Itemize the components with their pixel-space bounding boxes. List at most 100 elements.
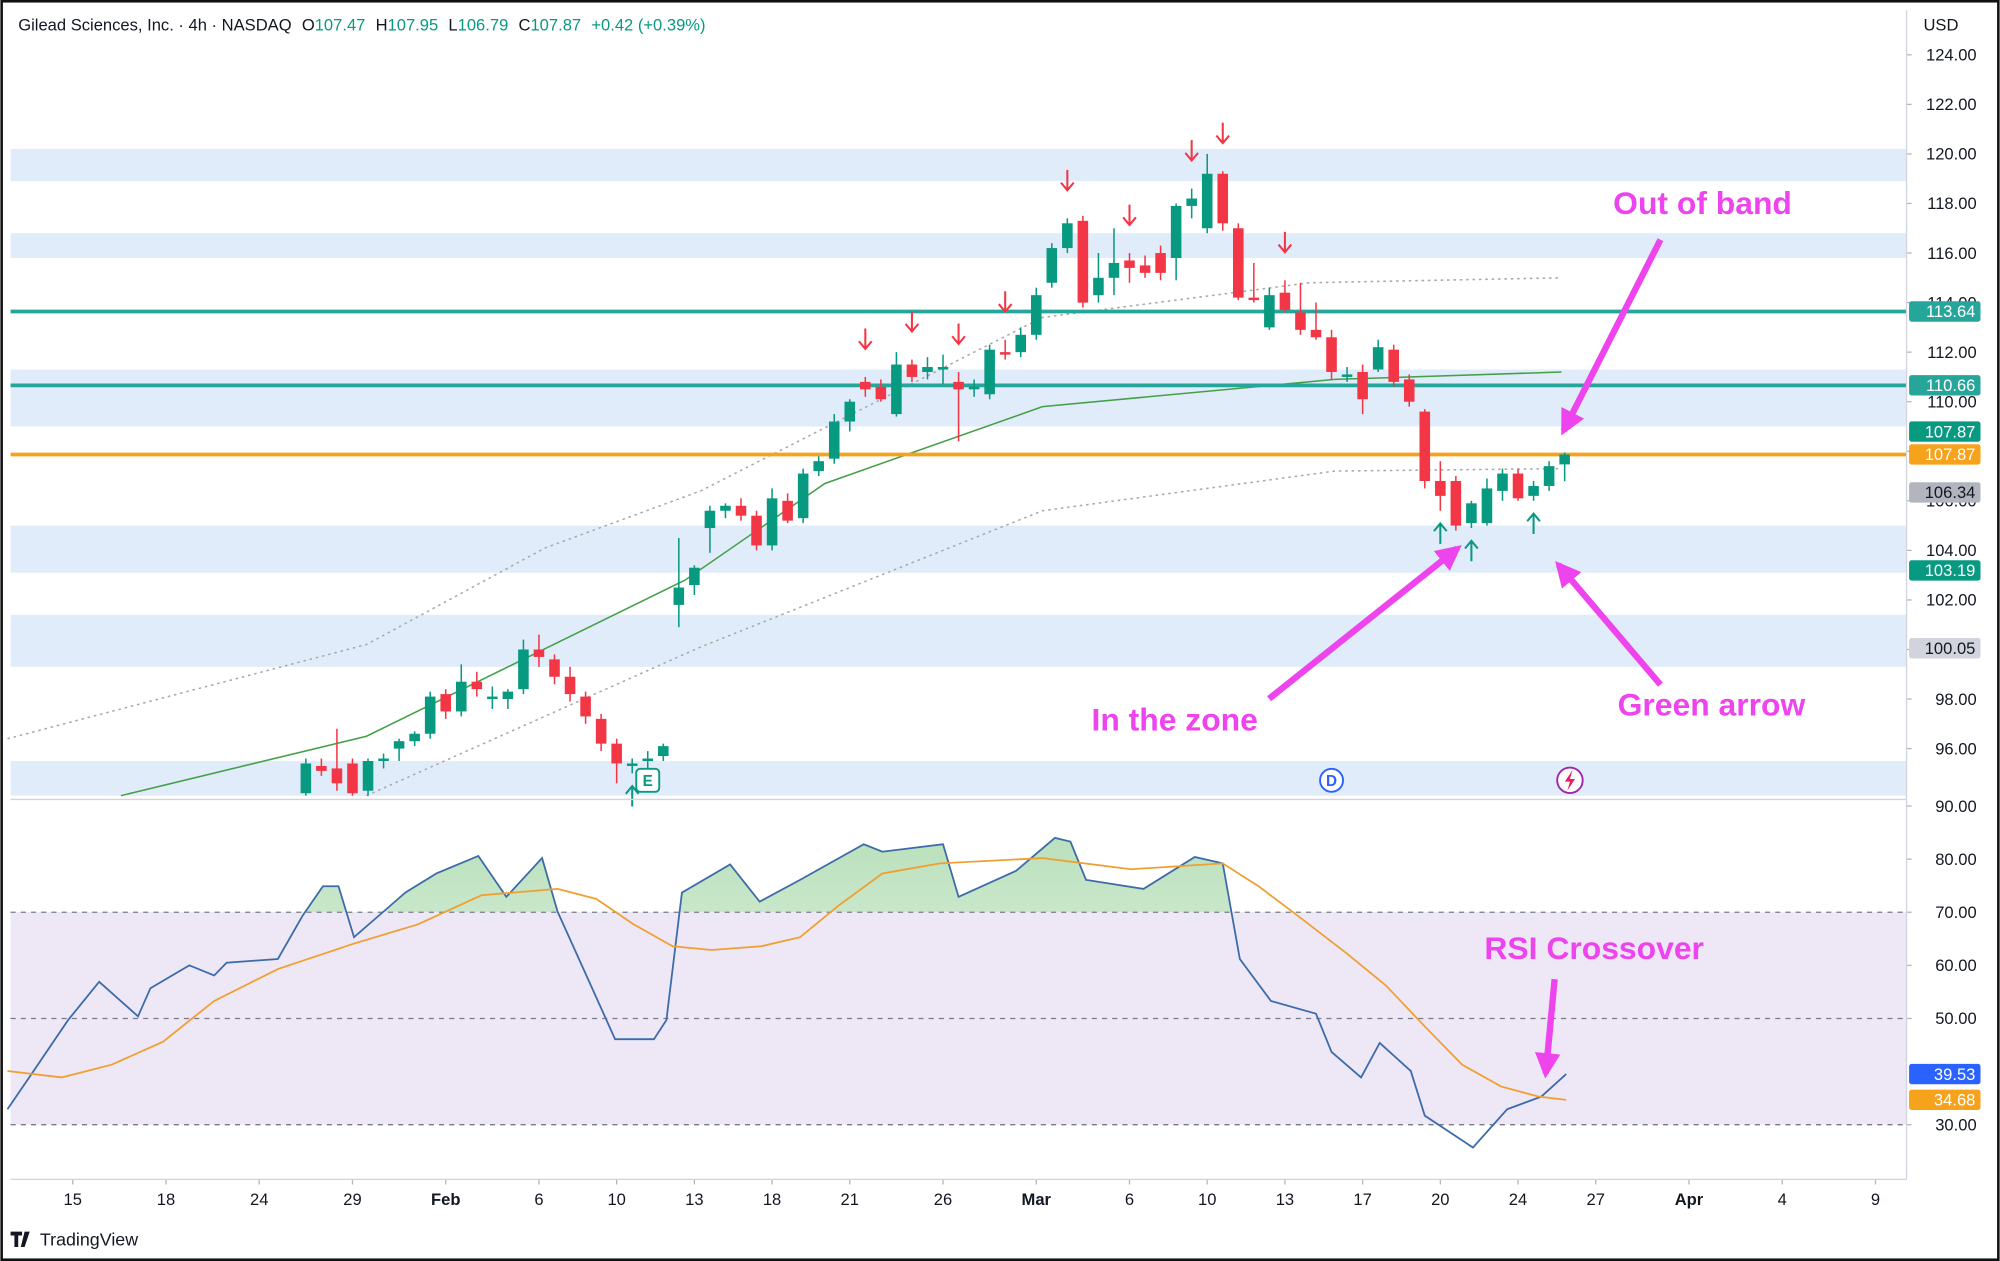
candle-body bbox=[720, 505, 731, 511]
rsi-band bbox=[10, 912, 1907, 1125]
band-line bbox=[7, 277, 1562, 740]
x-tick-label: 29 bbox=[343, 1190, 361, 1209]
y-tick-label: 122.00 bbox=[1926, 95, 1977, 114]
candle-body bbox=[937, 367, 949, 370]
candle-body bbox=[1201, 173, 1213, 229]
header: Gilead Sciences, Inc. · 4h · NASDAQ O107.… bbox=[18, 16, 705, 35]
x-tick-label: 18 bbox=[763, 1190, 781, 1209]
signal-down bbox=[1122, 204, 1137, 227]
o-value: 107.47 bbox=[315, 16, 366, 35]
price-tag: 113.64 bbox=[1926, 302, 1975, 321]
x-tick-label: 6 bbox=[534, 1190, 543, 1209]
l-label: L bbox=[448, 16, 457, 35]
y-tick-label: 96.00 bbox=[1935, 739, 1976, 758]
candle-body bbox=[673, 587, 685, 605]
event-label: D bbox=[1326, 773, 1337, 790]
y-tick-label: 118.00 bbox=[1927, 194, 1976, 213]
y-tick-label: 124.00 bbox=[1926, 46, 1977, 65]
candle-body bbox=[1481, 488, 1493, 524]
candle-body bbox=[1326, 337, 1337, 372]
candle-body bbox=[1419, 411, 1431, 481]
zone bbox=[10, 233, 1907, 258]
annotation: Green arrow bbox=[1618, 686, 1806, 722]
candle-body bbox=[906, 364, 918, 377]
signal-down bbox=[1060, 169, 1075, 192]
candle-body bbox=[1279, 292, 1291, 311]
candle-body bbox=[440, 694, 452, 712]
candle-body bbox=[533, 649, 545, 657]
candle-body bbox=[626, 763, 638, 766]
lightning bbox=[1564, 770, 1576, 791]
o-label: O bbox=[302, 16, 315, 35]
candle-body bbox=[362, 760, 374, 791]
signal-up bbox=[1526, 511, 1541, 534]
candle-body bbox=[331, 768, 343, 784]
candle-body bbox=[860, 381, 871, 390]
candle-body bbox=[735, 505, 747, 516]
candle-body bbox=[1372, 347, 1384, 370]
price-tag-bg bbox=[1909, 638, 1981, 659]
candle-body bbox=[1233, 228, 1244, 298]
candle-body bbox=[300, 763, 312, 794]
event-marker bbox=[1319, 767, 1344, 793]
candle-body bbox=[1341, 374, 1353, 377]
candle-body bbox=[1264, 295, 1275, 328]
x-tick-label: 20 bbox=[1431, 1190, 1449, 1209]
candle-body bbox=[828, 421, 840, 459]
candle-body bbox=[316, 765, 327, 771]
candle-body bbox=[891, 364, 902, 415]
logo: TradingView bbox=[10, 1230, 138, 1250]
candle-body bbox=[658, 746, 669, 757]
rsi-line bbox=[7, 857, 1567, 1101]
candle-body bbox=[766, 498, 778, 546]
candle-body bbox=[844, 401, 856, 422]
candle-body bbox=[1186, 198, 1197, 206]
candle-body bbox=[1248, 297, 1260, 301]
price-tag-bg bbox=[1909, 1063, 1981, 1085]
annotation: In the zone bbox=[1091, 702, 1257, 738]
candle-body bbox=[1015, 334, 1027, 353]
candle-body bbox=[347, 763, 358, 794]
price-tag-bg bbox=[1909, 444, 1981, 465]
y-tick-label: 102.00 bbox=[1926, 591, 1977, 610]
y-tick-label: 50.00 bbox=[1935, 1009, 1976, 1028]
zone bbox=[10, 614, 1907, 667]
brand: TradingView bbox=[40, 1230, 138, 1250]
candle-body bbox=[1543, 466, 1555, 486]
x-tick-label: 18 bbox=[157, 1190, 175, 1209]
candle-body bbox=[1077, 220, 1089, 303]
x-tick-label: 15 bbox=[64, 1190, 82, 1209]
y-tick-label: 98.00 bbox=[1935, 690, 1976, 709]
candle-body bbox=[642, 758, 654, 761]
candle-body bbox=[502, 691, 514, 700]
candle-body bbox=[1512, 473, 1524, 499]
candle-body bbox=[1108, 262, 1120, 278]
price-tag: 110.66 bbox=[1926, 376, 1975, 395]
x-tick-label: 13 bbox=[1276, 1190, 1294, 1209]
zone bbox=[10, 760, 1907, 796]
candle-body bbox=[1559, 454, 1570, 465]
price-tag: 100.05 bbox=[1925, 639, 1976, 658]
x-tick-label: 21 bbox=[841, 1190, 859, 1209]
x-tick-label: Feb bbox=[431, 1190, 460, 1209]
candle-body bbox=[984, 349, 995, 395]
candle-body bbox=[455, 681, 467, 712]
candle-body bbox=[424, 696, 436, 734]
event-label: E bbox=[643, 773, 653, 790]
annotation: Out of band bbox=[1613, 185, 1792, 221]
price-tag: 107.87 bbox=[1925, 445, 1976, 464]
candle-body bbox=[968, 386, 980, 390]
candle-body bbox=[813, 461, 824, 472]
currency: USD bbox=[1923, 16, 1958, 35]
y-tick-label: 104.00 bbox=[1926, 541, 1977, 560]
signal-down bbox=[1215, 122, 1230, 145]
price-tag: 106.34 bbox=[1925, 483, 1976, 502]
signal-down bbox=[998, 291, 1013, 314]
candle-body bbox=[1062, 223, 1073, 249]
price-tag: 34.68 bbox=[1934, 1091, 1975, 1110]
annotation: RSI Crossover bbox=[1484, 930, 1704, 966]
zone bbox=[10, 525, 1907, 573]
candle-body bbox=[611, 743, 622, 764]
